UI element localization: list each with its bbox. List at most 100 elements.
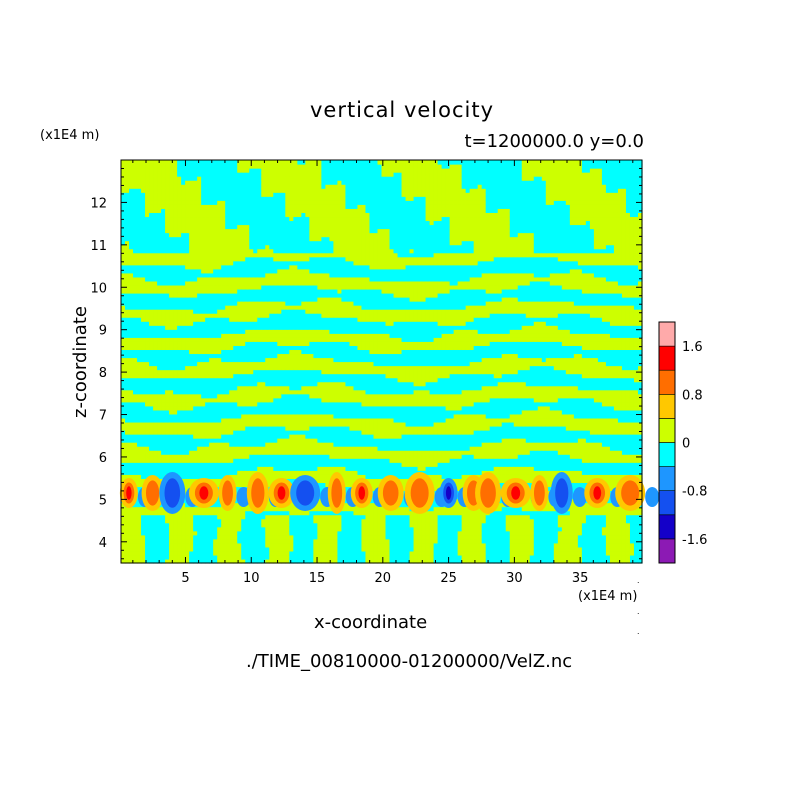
field-cell [293,401,298,407]
field-cell [237,244,242,250]
field-cell [253,530,258,536]
field-cell [289,530,294,536]
field-cell [305,349,310,355]
field-cell [181,534,186,540]
field-cell [173,554,178,560]
field-cell [137,188,142,193]
field-cell [289,349,294,355]
field-cell [185,200,190,205]
field-cell [273,454,278,459]
field-cell [297,369,302,375]
field-cell [201,236,206,242]
field-cell [149,337,154,342]
field-cell [137,240,142,246]
field-cell [313,264,318,270]
field-cell [237,558,242,564]
field-cell [261,389,266,395]
field-cell [281,228,286,234]
field-cell [245,345,250,351]
field-cell [233,526,238,532]
field-cell [121,329,126,334]
field-cell [277,208,282,213]
field-cell [193,349,198,355]
field-cell [245,172,250,177]
field-cell [257,425,262,431]
field-cell [317,405,322,411]
field-cell [241,401,246,407]
field-cell [209,506,214,512]
field-cell [209,442,214,447]
field-cell [141,357,146,363]
field-cell [193,188,198,193]
field-cell [249,180,254,185]
field-cell [297,260,302,266]
field-cell [289,224,294,230]
field-cell [197,397,202,403]
field-cell [129,526,134,532]
field-cell [205,538,210,544]
field-cell [221,393,226,399]
field-cell [293,232,298,238]
field-cell [161,297,166,302]
field-cell [265,276,270,282]
field-cell [225,313,230,318]
field-cell [289,256,294,262]
field-cell [233,160,238,165]
field-cell [245,514,250,520]
field-cell [125,518,130,524]
field-cell [197,413,202,419]
field-cell [313,550,318,556]
field-cell [221,321,226,326]
field-cell [125,438,130,443]
field-cell [285,466,290,471]
field-cell [157,393,162,399]
field-cell [261,421,266,427]
field-cell [137,434,142,439]
field-cell [205,417,210,423]
field-cell [257,353,262,359]
field-cell [285,421,290,427]
field-cell [245,349,250,355]
field-cell [313,313,318,318]
field-cell [141,365,146,371]
field-cell [205,160,210,165]
field-cell [185,450,190,455]
field-cell [313,204,318,209]
field-cell [133,430,138,435]
field-cell [285,385,290,391]
field-cell [209,434,214,439]
field-cell [181,337,186,342]
field-cell [149,361,154,367]
field-cell [217,337,222,342]
field-cell [205,200,210,205]
field-cell [313,558,318,564]
field-cell [317,522,322,528]
field-cell [221,514,226,520]
field-cell [141,313,146,318]
field-cell [149,450,154,455]
field-cell [177,542,182,548]
field-cell [205,337,210,342]
field-cell [269,244,274,250]
field-cell [265,240,270,246]
field-cell [205,164,210,169]
field-cell [145,208,150,213]
field-cell [309,514,314,520]
field-cell [277,196,282,201]
field-cell [237,192,242,197]
field-cell [217,244,222,250]
field-cell [281,438,286,443]
field-cell [149,224,154,230]
field-cell [257,264,262,270]
field-cell [277,244,282,250]
field-cell [169,212,174,218]
field-cell [249,301,254,306]
field-cell [253,216,258,222]
field-cell [193,558,198,564]
field-cell [141,305,146,310]
field-cell [305,292,310,298]
field-cell [125,240,130,246]
field-cell [137,244,142,250]
field-cell [229,421,234,427]
field-cell [229,309,234,314]
